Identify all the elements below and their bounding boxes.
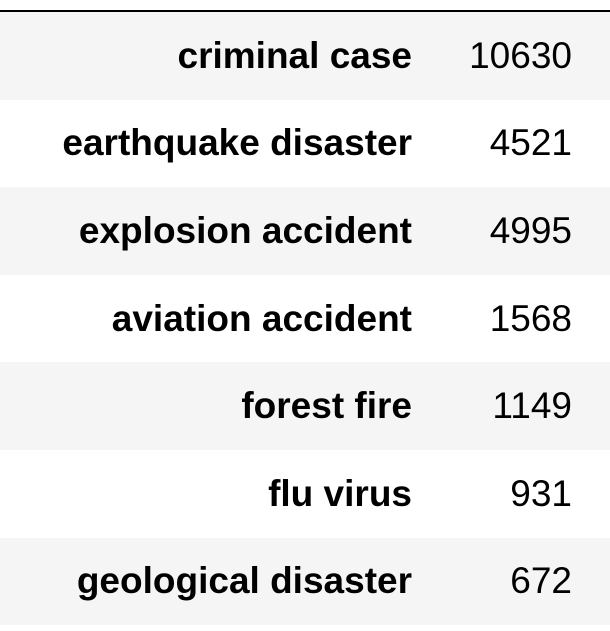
row-value: 1149 xyxy=(492,385,572,427)
row-label: explosion accident xyxy=(78,209,412,251)
table-row: flu virus 931 xyxy=(0,449,610,538)
table-row: criminal case 10630 xyxy=(0,12,610,100)
row-value: 931 xyxy=(510,472,572,514)
table-row: earthquake disaster 4521 xyxy=(0,99,610,188)
row-label: forest fire xyxy=(241,385,412,427)
row-value: 10630 xyxy=(469,34,572,76)
counts-table: criminal case 10630 earthquake disaster … xyxy=(0,12,610,626)
table-top-rule xyxy=(0,10,610,12)
row-label: geological disaster xyxy=(76,560,412,602)
row-label: aviation accident xyxy=(111,297,412,339)
table-row: explosion accident 4995 xyxy=(0,187,610,275)
row-label: flu virus xyxy=(268,472,412,514)
row-value: 4521 xyxy=(489,122,572,164)
table-row: forest fire 1149 xyxy=(0,362,610,450)
row-value: 4995 xyxy=(489,209,572,251)
table-row: geological disaster 672 xyxy=(0,537,610,626)
row-label: earthquake disaster xyxy=(62,122,412,164)
row-label: criminal case xyxy=(177,34,412,76)
row-value: 672 xyxy=(510,560,572,602)
row-value: 1568 xyxy=(489,297,572,339)
table-row: aviation accident 1568 xyxy=(0,274,610,363)
